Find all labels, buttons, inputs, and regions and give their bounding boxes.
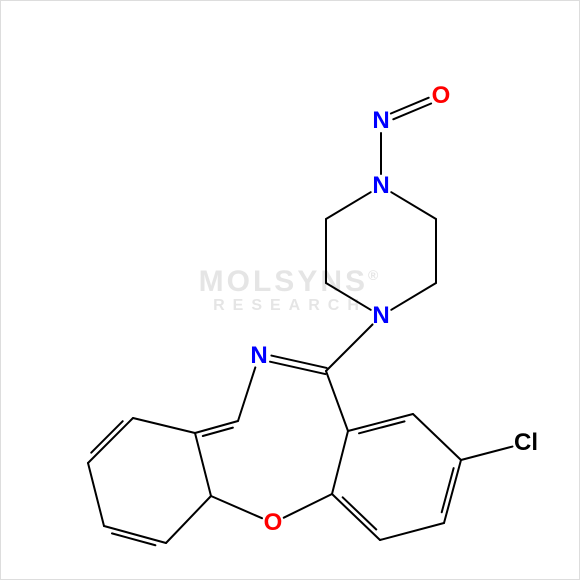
atom-N3: N: [372, 174, 389, 198]
atom-O1: O: [432, 84, 451, 108]
atom-N2: N: [372, 109, 389, 133]
atom-Cl: Cl: [514, 431, 538, 455]
atom-O18: O: [264, 511, 283, 535]
molecule-canvas: [1, 1, 580, 581]
atom-N8: N: [372, 304, 389, 328]
atom-N10: N: [250, 344, 267, 368]
